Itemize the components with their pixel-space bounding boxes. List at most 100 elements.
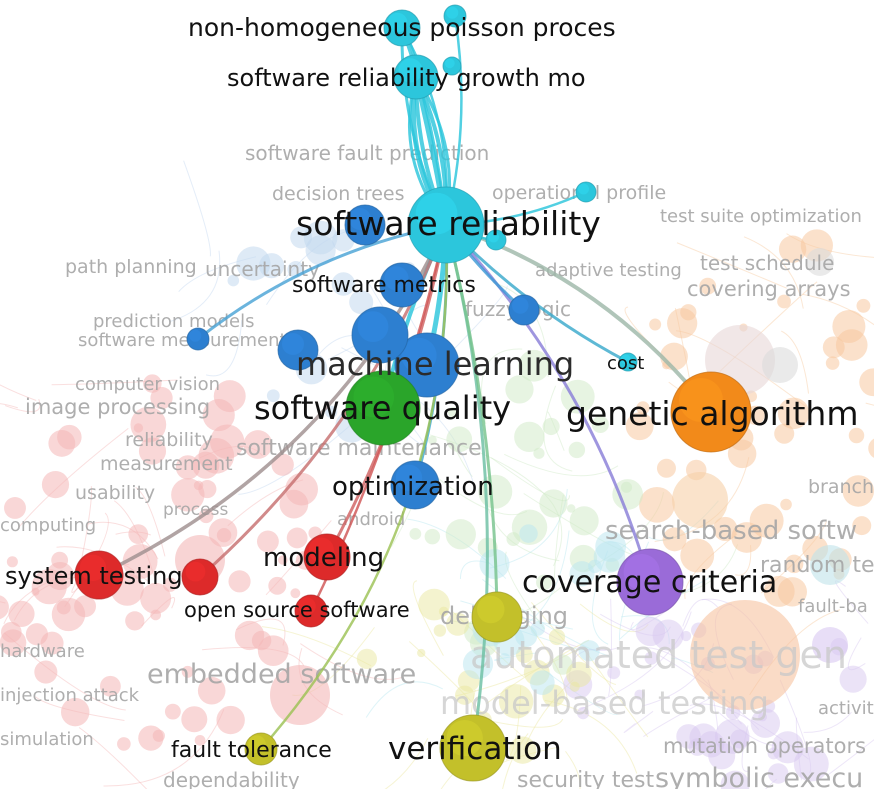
bg-term-branch[interactable]: branch	[808, 476, 874, 498]
node-optimization[interactable]	[391, 461, 439, 509]
node-ml[interactable]	[395, 333, 459, 397]
node-highlight	[185, 561, 206, 582]
bg-term-uncertainty[interactable]: uncertainty	[205, 257, 320, 281]
term-nhpp[interactable]: non-homogeneous poisson proces	[188, 13, 616, 42]
bg-term-symbolic[interactable]: symbolic execu	[655, 763, 863, 789]
background-node	[447, 407, 459, 418]
node-metrics[interactable]	[380, 263, 424, 307]
term-systemtesting[interactable]: system testing	[5, 562, 183, 590]
node-nhpp2[interactable]	[444, 5, 466, 27]
node-b3[interactable]	[187, 328, 209, 350]
term-faulttol[interactable]: fault tolerance	[171, 738, 332, 763]
background-node	[497, 653, 511, 667]
bg-term-embedded[interactable]: embedded software	[147, 659, 416, 690]
node-srgm[interactable]	[394, 55, 438, 99]
bg-term-adaptive[interactable]: adaptive testing	[535, 260, 682, 281]
bg-term-fault-pred[interactable]: software fault prediction	[245, 141, 489, 165]
background-node	[778, 235, 807, 263]
bg-term-ats[interactable]: automated test gen	[470, 633, 847, 677]
node-highlight	[282, 333, 304, 355]
background-node	[140, 582, 172, 614]
node-b4[interactable]	[486, 230, 506, 250]
background-node	[278, 555, 288, 565]
background-node	[839, 665, 867, 693]
bg-term-injection[interactable]: injection attack	[0, 685, 140, 706]
node-systemtesting[interactable]	[75, 551, 123, 599]
term-srgm[interactable]: software reliability growth mo	[227, 64, 586, 92]
background-node	[34, 660, 58, 684]
bg-term-usability[interactable]: usability	[75, 482, 155, 504]
node-nhpp[interactable]	[384, 10, 420, 46]
bg-term-maintenance[interactable]: software maintenance	[236, 436, 482, 461]
bg-term-dependability[interactable]: dependability	[163, 768, 300, 789]
bg-term-image[interactable]: image processing	[25, 395, 210, 419]
node-oss[interactable]	[295, 595, 327, 627]
background-link	[0, 384, 37, 401]
bg-term-sw-measure[interactable]: software measurement	[78, 330, 287, 351]
node-faulttol[interactable]	[245, 733, 277, 765]
node-debug[interactable]	[472, 592, 522, 642]
background-node	[750, 708, 781, 738]
term-optimization[interactable]: optimization	[332, 472, 494, 502]
term-oss[interactable]: open source software	[184, 598, 410, 622]
bg-term-covering[interactable]: covering arrays	[687, 277, 851, 301]
node-srgm2[interactable]	[443, 57, 461, 75]
node-coverage[interactable]	[617, 549, 683, 615]
bg-term-measurement[interactable]: measurement	[100, 453, 233, 475]
bg-term-ts-opt[interactable]: test suite optimization	[660, 206, 862, 227]
bg-term-sbse[interactable]: search-based softw	[605, 516, 857, 546]
node-b5[interactable]	[576, 182, 596, 202]
node-reliability[interactable]	[408, 187, 484, 263]
bg-term-reliability2[interactable]: reliability	[125, 429, 213, 451]
term-ml[interactable]: machine learning	[296, 345, 574, 383]
node-ml3[interactable]	[278, 330, 318, 370]
term-coverage[interactable]: coverage criteria	[522, 565, 777, 600]
bg-term-random[interactable]: random test	[760, 553, 874, 578]
node-b1[interactable]	[345, 205, 385, 245]
bg-term-mbt[interactable]: model-based testing	[440, 684, 769, 722]
background-node	[542, 417, 560, 436]
node-genetic[interactable]	[671, 372, 751, 452]
node-st2[interactable]	[182, 559, 218, 595]
background-node	[774, 423, 795, 444]
bg-term-fault-ba[interactable]: fault-ba	[798, 596, 868, 617]
bg-term-security[interactable]: security test	[517, 768, 654, 789]
background-node	[286, 527, 308, 549]
node-ml2[interactable]	[352, 307, 408, 363]
background-link	[781, 330, 810, 394]
background-node	[505, 375, 534, 404]
node-highlight	[79, 554, 107, 581]
bg-term-test-sched[interactable]: test schedule	[700, 251, 834, 275]
bg-term-cv[interactable]: computer vision	[75, 374, 220, 395]
bg-term-process[interactable]: process	[163, 500, 228, 520]
term-quality[interactable]: software quality	[254, 389, 511, 427]
highlighted-nodes[interactable]	[74, 4, 752, 782]
background-node	[762, 347, 798, 383]
term-metrics[interactable]: software metrics	[292, 273, 476, 298]
term-reliability[interactable]: software reliability	[296, 204, 601, 243]
bg-term-mutation[interactable]: mutation operators	[663, 734, 866, 758]
background-node	[455, 685, 475, 705]
term-verification[interactable]: verification	[388, 731, 562, 767]
bg-term-simulation[interactable]: simulation	[0, 729, 94, 750]
node-rim	[277, 329, 319, 371]
background-node	[812, 627, 848, 663]
node-rim	[383, 9, 421, 47]
term-cost[interactable]: cost	[607, 353, 644, 374]
node-quality[interactable]	[346, 371, 420, 445]
node-verification[interactable]	[440, 715, 506, 781]
bg-term-decision-trees[interactable]: decision trees	[272, 183, 404, 205]
term-genetic[interactable]: genetic algorithm	[566, 394, 858, 433]
bg-term-computing[interactable]: computing	[0, 515, 96, 536]
bg-term-path-planning[interactable]: path planning	[65, 256, 197, 278]
background-node	[462, 648, 494, 680]
node-modeling[interactable]	[304, 534, 350, 580]
node-highlight	[349, 208, 371, 230]
term-modeling[interactable]: modeling	[263, 543, 384, 573]
node-b2[interactable]	[509, 295, 539, 325]
bg-term-activit[interactable]: activit	[818, 698, 874, 719]
background-node	[349, 290, 374, 315]
node-cost[interactable]	[619, 353, 637, 371]
bg-term-hardware[interactable]: hardware	[0, 641, 85, 662]
